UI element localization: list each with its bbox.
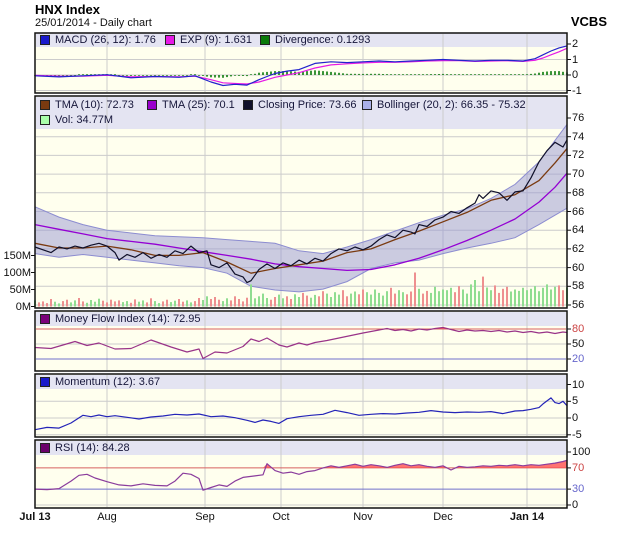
macd-swatch-icon xyxy=(40,35,50,45)
legend-item-divergence: Divergence: 0.1293 xyxy=(260,34,371,46)
macd-panel xyxy=(34,32,571,94)
legend-label-tma25: TMA (25): 70.1 xyxy=(162,99,235,111)
legend-item-tma10: TMA (10): 72.73 xyxy=(40,99,134,111)
legend-item-macd: MACD (26, 12): 1.76 xyxy=(40,34,156,46)
legend-label-closing-price: Closing Price: 73.66 xyxy=(258,99,357,111)
page-title: HNX Index xyxy=(35,2,101,17)
legend-label-mfi: Money Flow Index (14): 72.95 xyxy=(55,313,201,325)
bollinger-swatch-icon xyxy=(362,100,372,110)
legend-label-volume: Vol: 34.77M xyxy=(55,114,114,126)
legend-item-exp: EXP (9): 1.631 xyxy=(165,34,252,46)
legend-label-divergence: Divergence: 0.1293 xyxy=(275,34,371,46)
momentum-line xyxy=(34,397,568,431)
tma25-line xyxy=(34,172,568,272)
legend-item-mfi: Money Flow Index (14): 72.95 xyxy=(40,313,201,325)
chart-subtitle: 25/01/2014 - Daily chart xyxy=(35,17,152,29)
legend-label-momentum: Momentum (12): 3.67 xyxy=(55,376,161,388)
rsi-swatch-icon xyxy=(40,443,50,453)
legend-item-closing-price: Closing Price: 73.66 xyxy=(243,99,357,111)
momentum-swatch-icon xyxy=(40,377,50,387)
legend-item-bollinger: Bollinger (20, 2): 66.35 - 75.32 xyxy=(362,99,526,111)
momentum-panel xyxy=(34,373,571,438)
exp-swatch-icon xyxy=(165,35,175,45)
legend-label-bollinger: Bollinger (20, 2): 66.35 - 75.32 xyxy=(377,99,526,111)
legend-item-rsi: RSI (14): 84.28 xyxy=(40,442,130,454)
legend-label-macd: MACD (26, 12): 1.76 xyxy=(55,34,156,46)
tma25-swatch-icon xyxy=(147,100,157,110)
brand-logo: VCBS xyxy=(570,14,607,29)
mfi-swatch-icon xyxy=(40,314,50,324)
volume-swatch-icon xyxy=(40,115,50,125)
legend-item-tma25: TMA (25): 70.1 xyxy=(147,99,235,111)
mfi-panel xyxy=(34,310,571,372)
legend-label-rsi: RSI (14): 84.28 xyxy=(55,442,130,454)
legend-label-tma10: TMA (10): 72.73 xyxy=(55,99,134,111)
macd-line xyxy=(34,45,568,87)
price-panel xyxy=(31,95,571,309)
closing-price-line xyxy=(34,139,568,284)
tma10-swatch-icon xyxy=(40,100,50,110)
legend-label-exp: EXP (9): 1.631 xyxy=(180,34,252,46)
legend-item-momentum: Momentum (12): 3.67 xyxy=(40,376,161,388)
rsi-panel xyxy=(34,439,571,509)
divergence-swatch-icon xyxy=(260,35,270,45)
tma10-line xyxy=(34,148,568,274)
closing-price-swatch-icon xyxy=(243,100,253,110)
legend-item-volume: Vol: 34.77M xyxy=(40,114,114,126)
rsi-line xyxy=(34,459,568,491)
mfi-line xyxy=(34,326,568,360)
